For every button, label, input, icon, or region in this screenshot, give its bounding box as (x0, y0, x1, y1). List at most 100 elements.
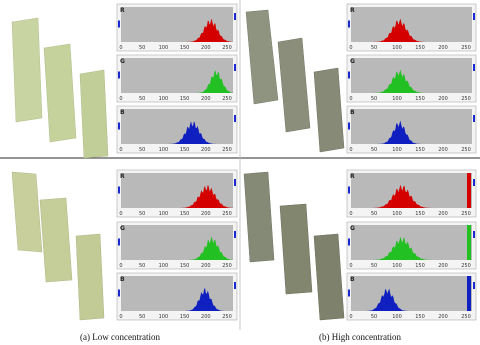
channel-label: G (350, 225, 355, 232)
histogram-shape (121, 236, 233, 260)
tick-label: 50 (139, 211, 145, 217)
marker (118, 71, 120, 79)
tick-label: 100 (159, 147, 169, 153)
histogram-panel: B 0 50 100 150 200 250 (346, 105, 477, 154)
tick-label: 200 (438, 263, 448, 269)
tick-label: 200 (438, 147, 448, 153)
marker (348, 186, 350, 194)
tick-label: 50 (139, 314, 145, 320)
tick-label: 150 (180, 211, 190, 217)
histogram-panel: B 0 50 100 150 200 250 (346, 272, 477, 321)
tick-label: 50 (371, 147, 377, 153)
channel-label: R (120, 7, 125, 14)
tick-label: 150 (180, 45, 190, 51)
tick-label: 150 (415, 314, 425, 320)
marker (118, 186, 120, 194)
tick-label: 100 (159, 45, 169, 51)
tick-label: 0 (119, 147, 122, 153)
tick-label: 100 (392, 211, 402, 217)
marker (234, 179, 236, 186)
tick-label: 0 (349, 147, 352, 153)
marker (234, 13, 236, 20)
tick-label: 150 (180, 263, 190, 269)
channel-label: G (120, 58, 125, 65)
histogram-panel: R 0 50 100 150 200 250 (116, 169, 238, 218)
channel-label: B (120, 109, 125, 116)
histogram-shape (351, 288, 472, 311)
tick-label: 0 (119, 263, 122, 269)
tick-label: 200 (201, 147, 211, 153)
channel-label: G (120, 225, 125, 232)
channel-label: B (120, 276, 125, 283)
plot-area (351, 276, 472, 311)
marker (234, 282, 236, 289)
histogram-shape (351, 69, 472, 93)
plot-area (121, 109, 233, 144)
tick-label: 100 (159, 96, 169, 102)
tick-label: 150 (180, 147, 190, 153)
tick-label: 250 (222, 314, 232, 320)
tick-label: 50 (371, 96, 377, 102)
histogram-spike (467, 225, 471, 260)
caption: (b) High concentration (319, 332, 401, 342)
marker (118, 20, 120, 28)
tick-label: 200 (201, 314, 211, 320)
marker (348, 122, 350, 130)
tick-label: 150 (415, 263, 425, 269)
channel-label: G (350, 58, 355, 65)
plot-area (351, 109, 472, 144)
tick-label: 50 (139, 147, 145, 153)
tick-label: 150 (180, 314, 190, 320)
tick-label: 100 (392, 96, 402, 102)
histogram-shape (121, 184, 233, 208)
tick-label: 0 (349, 211, 352, 217)
tick-label: 250 (461, 45, 471, 51)
tick-label: 200 (438, 45, 448, 51)
tick-label: 50 (371, 45, 377, 51)
tick-label: 0 (119, 211, 122, 217)
tick-label: 100 (159, 314, 169, 320)
histogram-panel: G 0 50 100 150 200 250 (346, 221, 477, 270)
tick-label: 200 (201, 96, 211, 102)
marker (348, 20, 350, 28)
tick-label: 0 (119, 96, 122, 102)
tick-label: 200 (201, 263, 211, 269)
tick-label: 250 (222, 147, 232, 153)
tick-label: 150 (415, 211, 425, 217)
tick-label: 50 (139, 45, 145, 51)
tick-label: 200 (438, 96, 448, 102)
tick-label: 50 (371, 211, 377, 217)
tick-label: 0 (349, 314, 352, 320)
marker (473, 115, 475, 122)
channel-label: R (350, 173, 355, 180)
tick-label: 0 (349, 263, 352, 269)
marker (234, 231, 236, 238)
histogram-shape (351, 184, 472, 208)
histogram-shape (121, 18, 233, 42)
tick-label: 200 (201, 45, 211, 51)
marker (348, 71, 350, 79)
tick-label: 150 (415, 96, 425, 102)
tick-label: 250 (222, 45, 232, 51)
histogram-panel: R 0 50 100 150 200 250 (346, 169, 477, 218)
tick-label: 150 (415, 45, 425, 51)
histogram-spike (467, 173, 471, 208)
channel-label: R (350, 7, 355, 14)
tick-label: 50 (371, 314, 377, 320)
leaf-samples (11, 9, 345, 321)
caption: (a) Low concentration (80, 332, 160, 342)
marker (473, 13, 475, 20)
tick-label: 100 (392, 45, 402, 51)
tick-label: 200 (438, 211, 448, 217)
tick-label: 0 (349, 45, 352, 51)
channel-label: B (350, 109, 355, 116)
marker (473, 282, 475, 289)
tick-label: 100 (392, 263, 402, 269)
histogram-shape (121, 287, 233, 311)
tick-label: 50 (371, 263, 377, 269)
histogram-shape (121, 69, 233, 93)
marker (234, 64, 236, 71)
marker (473, 64, 475, 71)
marker (234, 115, 236, 122)
tick-label: 100 (392, 147, 402, 153)
